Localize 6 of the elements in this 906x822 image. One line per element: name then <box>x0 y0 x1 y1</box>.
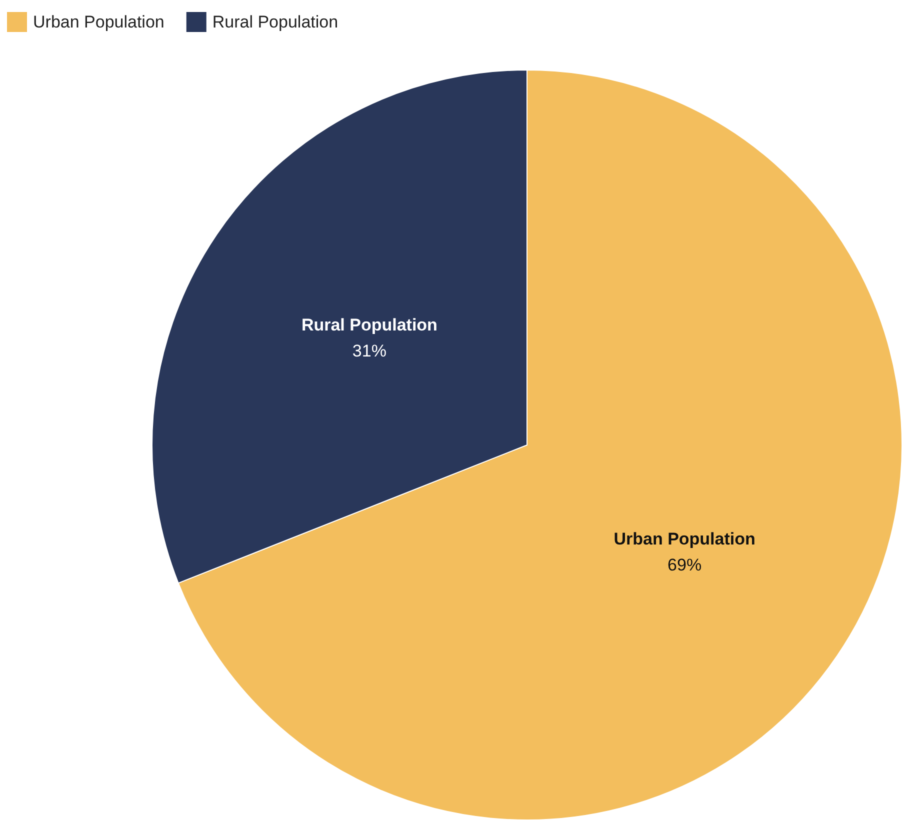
data-label: 31% <box>352 341 386 360</box>
legend-label: Rural Population <box>212 12 338 32</box>
slice-label: Urban Population <box>614 530 756 549</box>
data-label: 69% <box>668 556 702 575</box>
slice-label: Rural Population <box>301 315 438 334</box>
legend-label: Urban Population <box>33 12 164 32</box>
